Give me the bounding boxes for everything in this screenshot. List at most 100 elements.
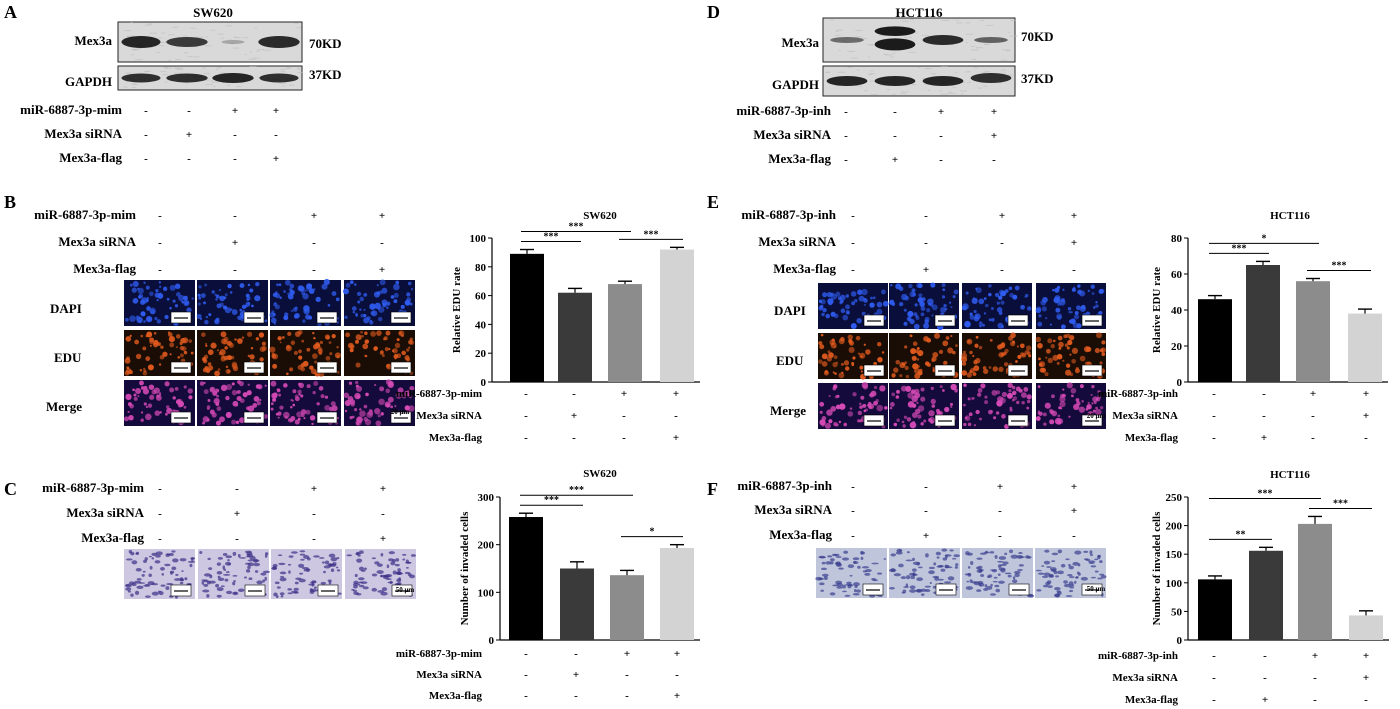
chart-title: SW620 xyxy=(583,468,617,480)
invaded-cell xyxy=(835,556,842,558)
cell-dot xyxy=(931,304,938,311)
invaded-cell xyxy=(1051,560,1056,563)
cell-dot xyxy=(889,402,895,407)
cell-dot xyxy=(859,419,863,423)
invaded-cell xyxy=(232,551,237,556)
cell-dot xyxy=(1006,392,1013,399)
cell-dot xyxy=(1065,363,1071,368)
invaded-cell xyxy=(201,580,205,585)
cell-dot xyxy=(220,331,227,338)
cell-dot xyxy=(237,380,241,384)
cell-dot xyxy=(879,385,886,392)
cell-dot xyxy=(246,390,252,396)
blot-texture xyxy=(249,66,257,68)
cell-dot xyxy=(284,279,291,286)
invaded-cell xyxy=(1056,590,1061,593)
cell-dot xyxy=(206,418,210,422)
invaded-cell xyxy=(169,552,174,556)
y-axis-label: Relative EDU rate xyxy=(1151,267,1163,353)
cell-dot xyxy=(352,310,355,314)
cell-dot xyxy=(996,390,1001,395)
cell-dot xyxy=(256,282,260,286)
invaded-cell xyxy=(291,551,298,554)
cell-dot xyxy=(186,307,192,313)
cell-dot xyxy=(891,302,896,306)
invaded-cell xyxy=(357,554,361,557)
panel-b: B miR-6887-3p-mim Mex3a siRNA Mex3a-flag… xyxy=(4,192,415,427)
blot-texture xyxy=(175,59,181,61)
invaded-cell xyxy=(844,594,851,597)
invaded-cell xyxy=(397,568,401,572)
cell-dot xyxy=(204,319,209,325)
cell-dot xyxy=(203,389,209,395)
cell-dot xyxy=(228,355,232,360)
cell-dot xyxy=(1004,348,1009,354)
cell-dot xyxy=(1008,389,1012,393)
cell-dot xyxy=(207,362,212,366)
cell-dot xyxy=(857,352,861,355)
cell-dot xyxy=(175,334,181,339)
cell-dot xyxy=(142,346,147,351)
panel-label-b: B xyxy=(4,192,16,212)
blot-texture xyxy=(883,53,888,55)
cell-dot xyxy=(848,340,853,345)
invaded-cell xyxy=(134,590,140,595)
chart-condition-label: Mex3a-flag xyxy=(1125,694,1179,706)
cell-dot xyxy=(854,299,858,303)
cell-dot xyxy=(902,424,906,428)
blot-texture xyxy=(182,35,188,37)
cell-dot xyxy=(312,353,318,359)
cell-dot xyxy=(344,400,351,407)
cell-dot xyxy=(377,414,381,418)
invaded-cell xyxy=(227,558,230,562)
blot-texture xyxy=(205,83,213,85)
blot-band xyxy=(166,73,208,83)
invaded-cell xyxy=(928,570,935,575)
condition-sign: - xyxy=(939,154,943,166)
cell-dot xyxy=(360,313,365,318)
invaded-cell xyxy=(238,557,247,559)
invaded-cell xyxy=(1069,585,1075,589)
cell-dot xyxy=(279,341,282,344)
blot-texture xyxy=(297,71,304,73)
cell-dot xyxy=(917,349,924,357)
cell-dot xyxy=(230,308,233,311)
invaded-cell xyxy=(309,588,313,591)
cell-dot xyxy=(855,335,861,341)
condition-sign: - xyxy=(1072,530,1076,542)
cell-dot xyxy=(205,342,208,345)
invaded-cell xyxy=(883,558,887,560)
bar xyxy=(660,249,694,382)
blot-texture xyxy=(836,29,843,31)
cell-dot xyxy=(308,288,315,294)
significance-label: *** xyxy=(569,485,584,496)
invaded-cell xyxy=(857,565,861,569)
cell-dot xyxy=(1049,419,1055,425)
cell-dot xyxy=(390,405,394,409)
invaded-cell xyxy=(141,574,145,577)
cell-dot xyxy=(940,306,947,314)
cell-dot xyxy=(1062,393,1066,398)
cell-dot xyxy=(852,356,856,360)
cell-dot xyxy=(364,331,368,335)
invaded-cell xyxy=(405,561,412,564)
cell-dot xyxy=(147,364,154,371)
condition-sign: - xyxy=(1000,237,1004,249)
cell-dot xyxy=(1058,341,1064,348)
cell-dot xyxy=(838,372,845,379)
cell-dot xyxy=(857,410,863,416)
cell-dot xyxy=(323,278,330,286)
blot-texture xyxy=(210,29,216,31)
chart-condition-sign: - xyxy=(1364,432,1368,444)
invaded-cell xyxy=(997,560,1004,563)
cell-dot xyxy=(378,398,385,406)
invaded-cell xyxy=(217,577,225,581)
cell-dot xyxy=(1001,414,1006,419)
cell-dot xyxy=(845,294,849,298)
invaded-cell xyxy=(361,569,366,572)
cell-dot xyxy=(909,334,913,338)
cell-dot xyxy=(1038,357,1041,361)
invaded-cell xyxy=(145,583,150,586)
